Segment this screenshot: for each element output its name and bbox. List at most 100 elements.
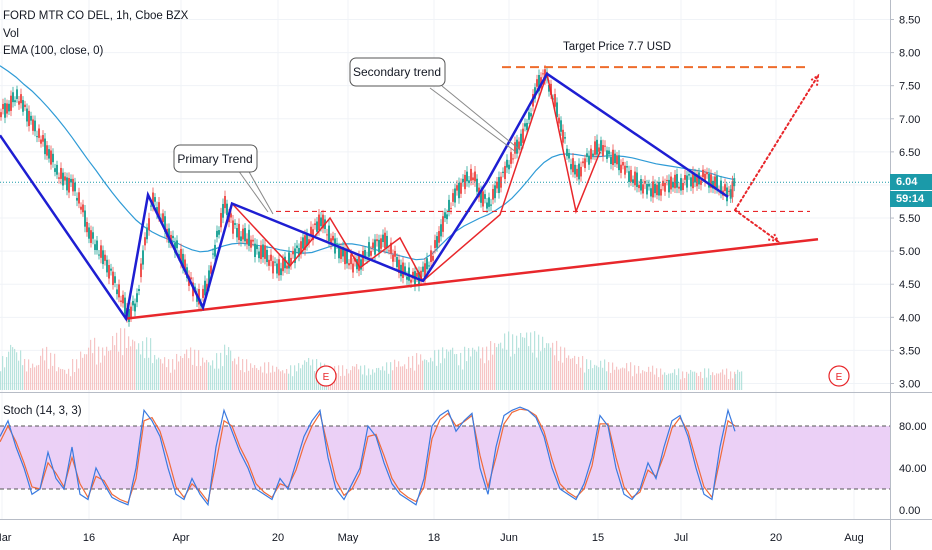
volume-bar	[34, 367, 36, 390]
volume-bar	[376, 368, 378, 390]
candle-body	[24, 104, 26, 108]
candle-body	[148, 218, 150, 231]
volume-bar	[520, 332, 522, 390]
volume-bar	[350, 370, 352, 390]
volume-bar	[656, 368, 658, 390]
candle-body	[142, 250, 144, 265]
candle-body	[92, 232, 94, 239]
volume-bar	[564, 347, 566, 390]
volume-bar	[464, 346, 466, 390]
volume-bar	[600, 360, 602, 390]
candle-body	[480, 190, 482, 203]
volume-bar	[550, 347, 552, 390]
candle-body	[516, 139, 518, 154]
candle-body	[260, 245, 262, 260]
candle-body	[630, 169, 632, 182]
volume-bar	[18, 360, 20, 390]
volume-bar	[510, 356, 512, 390]
candle-body	[618, 155, 620, 171]
price-tick-label-6: 5.50	[899, 213, 920, 225]
ema-legend[interactable]: EMA (100, close, 0)	[3, 45, 104, 57]
candle-body	[146, 227, 148, 240]
volume-bar	[612, 362, 614, 390]
candle-body	[322, 214, 324, 229]
time-tick-label-2: Apr	[172, 532, 189, 544]
candle-body	[128, 308, 130, 322]
candle-body	[680, 178, 682, 191]
volume-legend[interactable]: Vol	[3, 28, 19, 40]
candle-body	[138, 288, 140, 291]
volume-bar	[574, 355, 576, 390]
candle-body	[488, 197, 490, 207]
candle-body	[312, 229, 314, 240]
stoch-legend[interactable]: Stoch (14, 3, 3)	[3, 405, 82, 417]
volume-bar	[620, 368, 622, 390]
candle-body	[438, 231, 440, 243]
candle-body	[400, 264, 402, 277]
candle-body	[238, 223, 240, 241]
volume-bar	[56, 371, 58, 390]
stoch-tick-label-0: 80.00	[899, 421, 927, 433]
price-tick-label-9: 4.00	[899, 312, 920, 324]
time-tick-label-3: 20	[272, 532, 284, 544]
secondary-trend-callout[interactable]: Secondary trend	[349, 57, 521, 153]
candle-body	[498, 177, 500, 194]
candle-body	[638, 184, 640, 189]
volume-bar	[658, 377, 660, 390]
symbol-legend[interactable]: FORD MTR CO DEL, 1h, Cboe BZX	[3, 10, 189, 22]
volume-bar	[32, 363, 34, 390]
volume-bar	[716, 373, 718, 390]
volume-bar	[364, 365, 366, 390]
candle-body	[202, 288, 204, 298]
candle-body	[180, 248, 182, 264]
volume-bar	[172, 359, 174, 390]
volume-bar	[622, 367, 624, 390]
secondary-trend-zigzag	[231, 70, 601, 283]
earnings-marker-1[interactable]: E	[315, 365, 337, 387]
candle-body	[650, 188, 652, 197]
candle-body	[316, 221, 318, 232]
volume-bar	[450, 349, 452, 390]
candle-body	[70, 178, 72, 183]
volume-bar	[436, 365, 438, 390]
candle-body	[658, 181, 660, 196]
candle-body	[674, 174, 676, 189]
candle-body	[562, 129, 564, 143]
candle-body	[648, 183, 650, 187]
volume-bar	[152, 363, 154, 390]
price-tick-label-4: 6.50	[899, 147, 920, 159]
earnings-marker-2[interactable]: E	[828, 365, 850, 387]
candle-body	[686, 175, 688, 188]
candle-body	[230, 213, 232, 218]
volume-bar	[664, 372, 666, 390]
candle-body	[52, 153, 54, 163]
volume-bar	[148, 357, 150, 390]
volume-bar	[306, 361, 308, 390]
volume-bar	[386, 362, 388, 390]
candle-body	[656, 184, 658, 196]
candle-body	[32, 119, 34, 131]
candle-body	[282, 258, 284, 272]
volume-bar	[190, 347, 192, 390]
volume-bar	[288, 373, 290, 390]
volume-bar	[78, 368, 80, 390]
stoch-d-line	[0, 408, 736, 504]
candle-body	[102, 250, 104, 265]
candle-body	[640, 179, 642, 191]
candle-body	[526, 122, 528, 130]
volume-bar	[280, 371, 282, 390]
candle-body	[0, 112, 2, 118]
candle-body	[348, 263, 350, 266]
volume-bar	[724, 374, 726, 390]
volume-bar	[630, 362, 632, 390]
candle-body	[302, 237, 304, 249]
volume-bar	[298, 363, 300, 390]
volume-bar	[588, 369, 590, 390]
primary-trend-callout[interactable]: Primary Trend	[173, 144, 274, 215]
trend-drawings	[0, 66, 820, 322]
candle-body	[486, 202, 488, 209]
volume-bar	[708, 368, 710, 390]
price-tick-label-11: 3.00	[899, 379, 920, 391]
time-tick-label-6: Jun	[500, 532, 518, 544]
